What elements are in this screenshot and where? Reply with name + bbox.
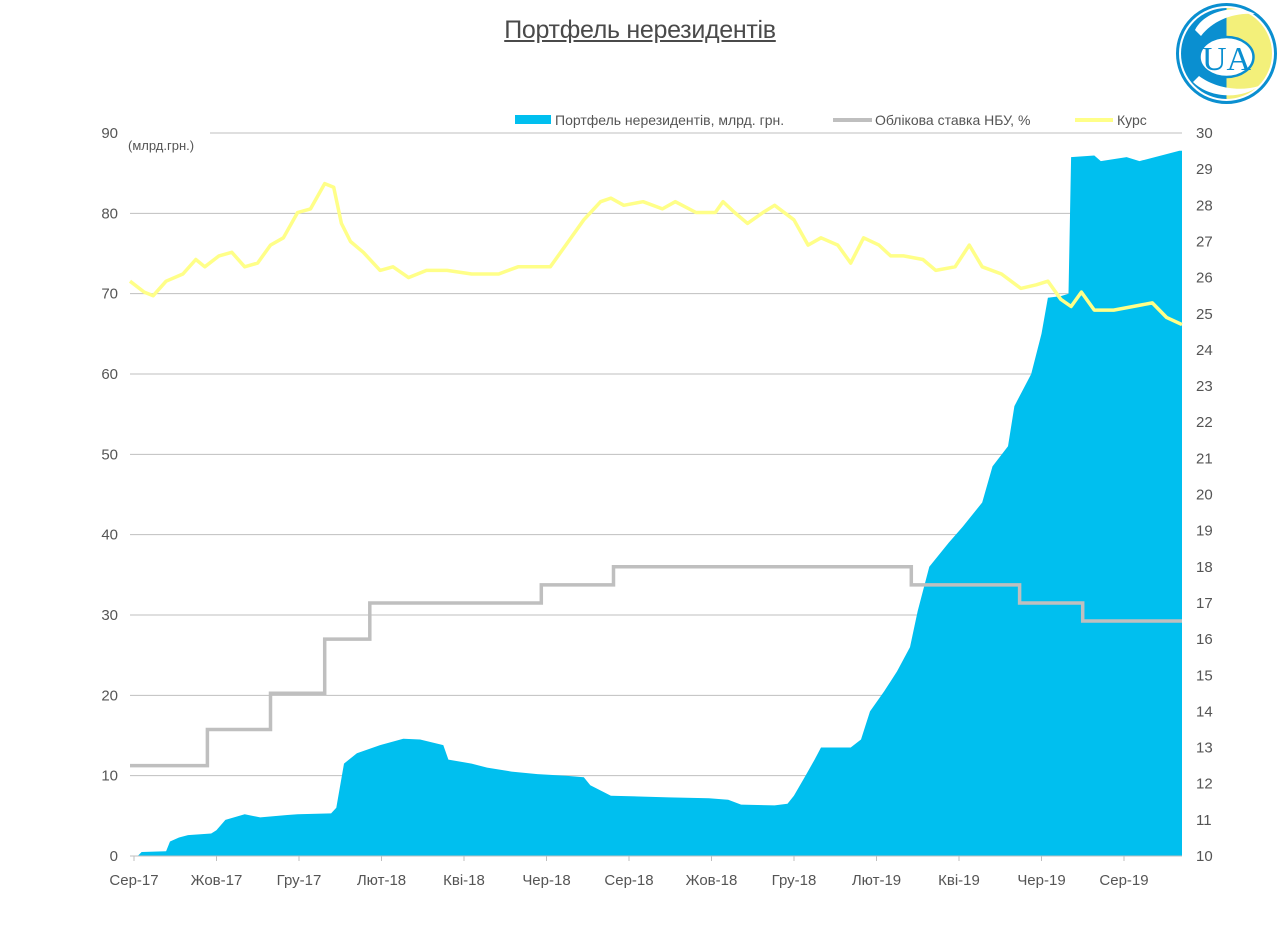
y-right-tick-label: 21	[1196, 450, 1213, 467]
y-right-tick-label: 22	[1196, 414, 1213, 431]
y-right-tick-label: 16	[1196, 631, 1213, 648]
y-right-tick-label: 30	[1196, 125, 1213, 142]
logo-text: UA	[1202, 41, 1252, 78]
ua-logo: UA	[1176, 3, 1277, 104]
y-right-tick-label: 26	[1196, 270, 1213, 287]
legend: Портфель нерезидентів, млрд. грн. Обліко…	[515, 112, 1147, 128]
y-right-tick-label: 12	[1196, 776, 1213, 793]
series-rate-line	[130, 565, 1182, 768]
legend-swatch-portfolio	[515, 115, 551, 124]
axes: 0 10 20 30 40 50 60 70 80 90 10 11 12 13 14 15 16 17 18 19 2…	[101, 125, 1212, 889]
portfolio-area-layer	[130, 150, 1182, 856]
x-tick-label: Жов-17	[191, 872, 243, 889]
x-tick-label: Сер-18	[604, 872, 653, 889]
y-right-tick-label: 19	[1196, 523, 1213, 540]
y-left-tick-label: 70	[101, 286, 118, 303]
y-left-tick-label: 80	[101, 205, 118, 222]
x-tick-label: Кві-19	[938, 872, 980, 889]
y-right-tick-label: 14	[1196, 703, 1213, 720]
x-tick-label: Гру-18	[772, 872, 817, 889]
y-left-tick-label: 30	[101, 607, 118, 624]
x-tick-label: Чер-18	[522, 872, 570, 889]
x-tick-label: Кві-18	[443, 872, 485, 889]
rate-line-layer	[130, 565, 1182, 768]
y-right-tick-label: 24	[1196, 342, 1213, 359]
x-tick-label: Сер-19	[1099, 872, 1148, 889]
y-right-tick-label: 23	[1196, 378, 1213, 395]
y-left-tick-label: 10	[101, 768, 118, 785]
chart-title: Портфель нерезидентів	[504, 16, 776, 44]
y-right-tick-label: 27	[1196, 233, 1213, 250]
y-right-tick-label: 28	[1196, 197, 1213, 214]
y-unit-note: (млрд.грн.)	[128, 138, 194, 153]
y-right-tick-label: 11	[1196, 812, 1212, 829]
series-portfolio-area	[130, 150, 1182, 856]
y-left-tick-label: 20	[101, 687, 118, 704]
y-right-tick-label: 17	[1196, 595, 1213, 612]
y-left-tick-label: 90	[101, 125, 118, 142]
series-fx-line	[128, 181, 1183, 327]
x-tick-label: Лют-18	[357, 872, 406, 889]
exchange-rate-line-layer	[128, 181, 1183, 327]
y-left-tick-label: 0	[110, 848, 118, 865]
x-tick-label: Жов-18	[686, 872, 738, 889]
y-right-tick-label: 20	[1196, 487, 1213, 504]
x-tick-label: Гру-17	[277, 872, 322, 889]
y-right-tick-label: 10	[1196, 848, 1213, 865]
legend-label-fx: Курс	[1117, 112, 1147, 128]
grid-lines	[130, 132, 1182, 777]
legend-label-rate: Облікова ставка НБУ, %	[875, 112, 1030, 128]
x-tick-label: Чер-19	[1017, 872, 1065, 889]
legend-label-portfolio: Портфель нерезидентів, млрд. грн.	[555, 112, 784, 128]
y-right-tick-label: 13	[1196, 740, 1213, 757]
y-left-tick-label: 50	[101, 446, 118, 463]
y-left-tick-label: 60	[101, 366, 118, 383]
y-right-tick-label: 18	[1196, 559, 1213, 576]
x-tick-label: Сер-17	[109, 872, 158, 889]
y-left-tick-label: 40	[101, 527, 118, 544]
x-tick-label: Лют-19	[852, 872, 901, 889]
y-right-tick-label: 15	[1196, 667, 1213, 684]
y-right-tick-label: 29	[1196, 161, 1213, 178]
y-right-tick-label: 25	[1196, 306, 1213, 323]
